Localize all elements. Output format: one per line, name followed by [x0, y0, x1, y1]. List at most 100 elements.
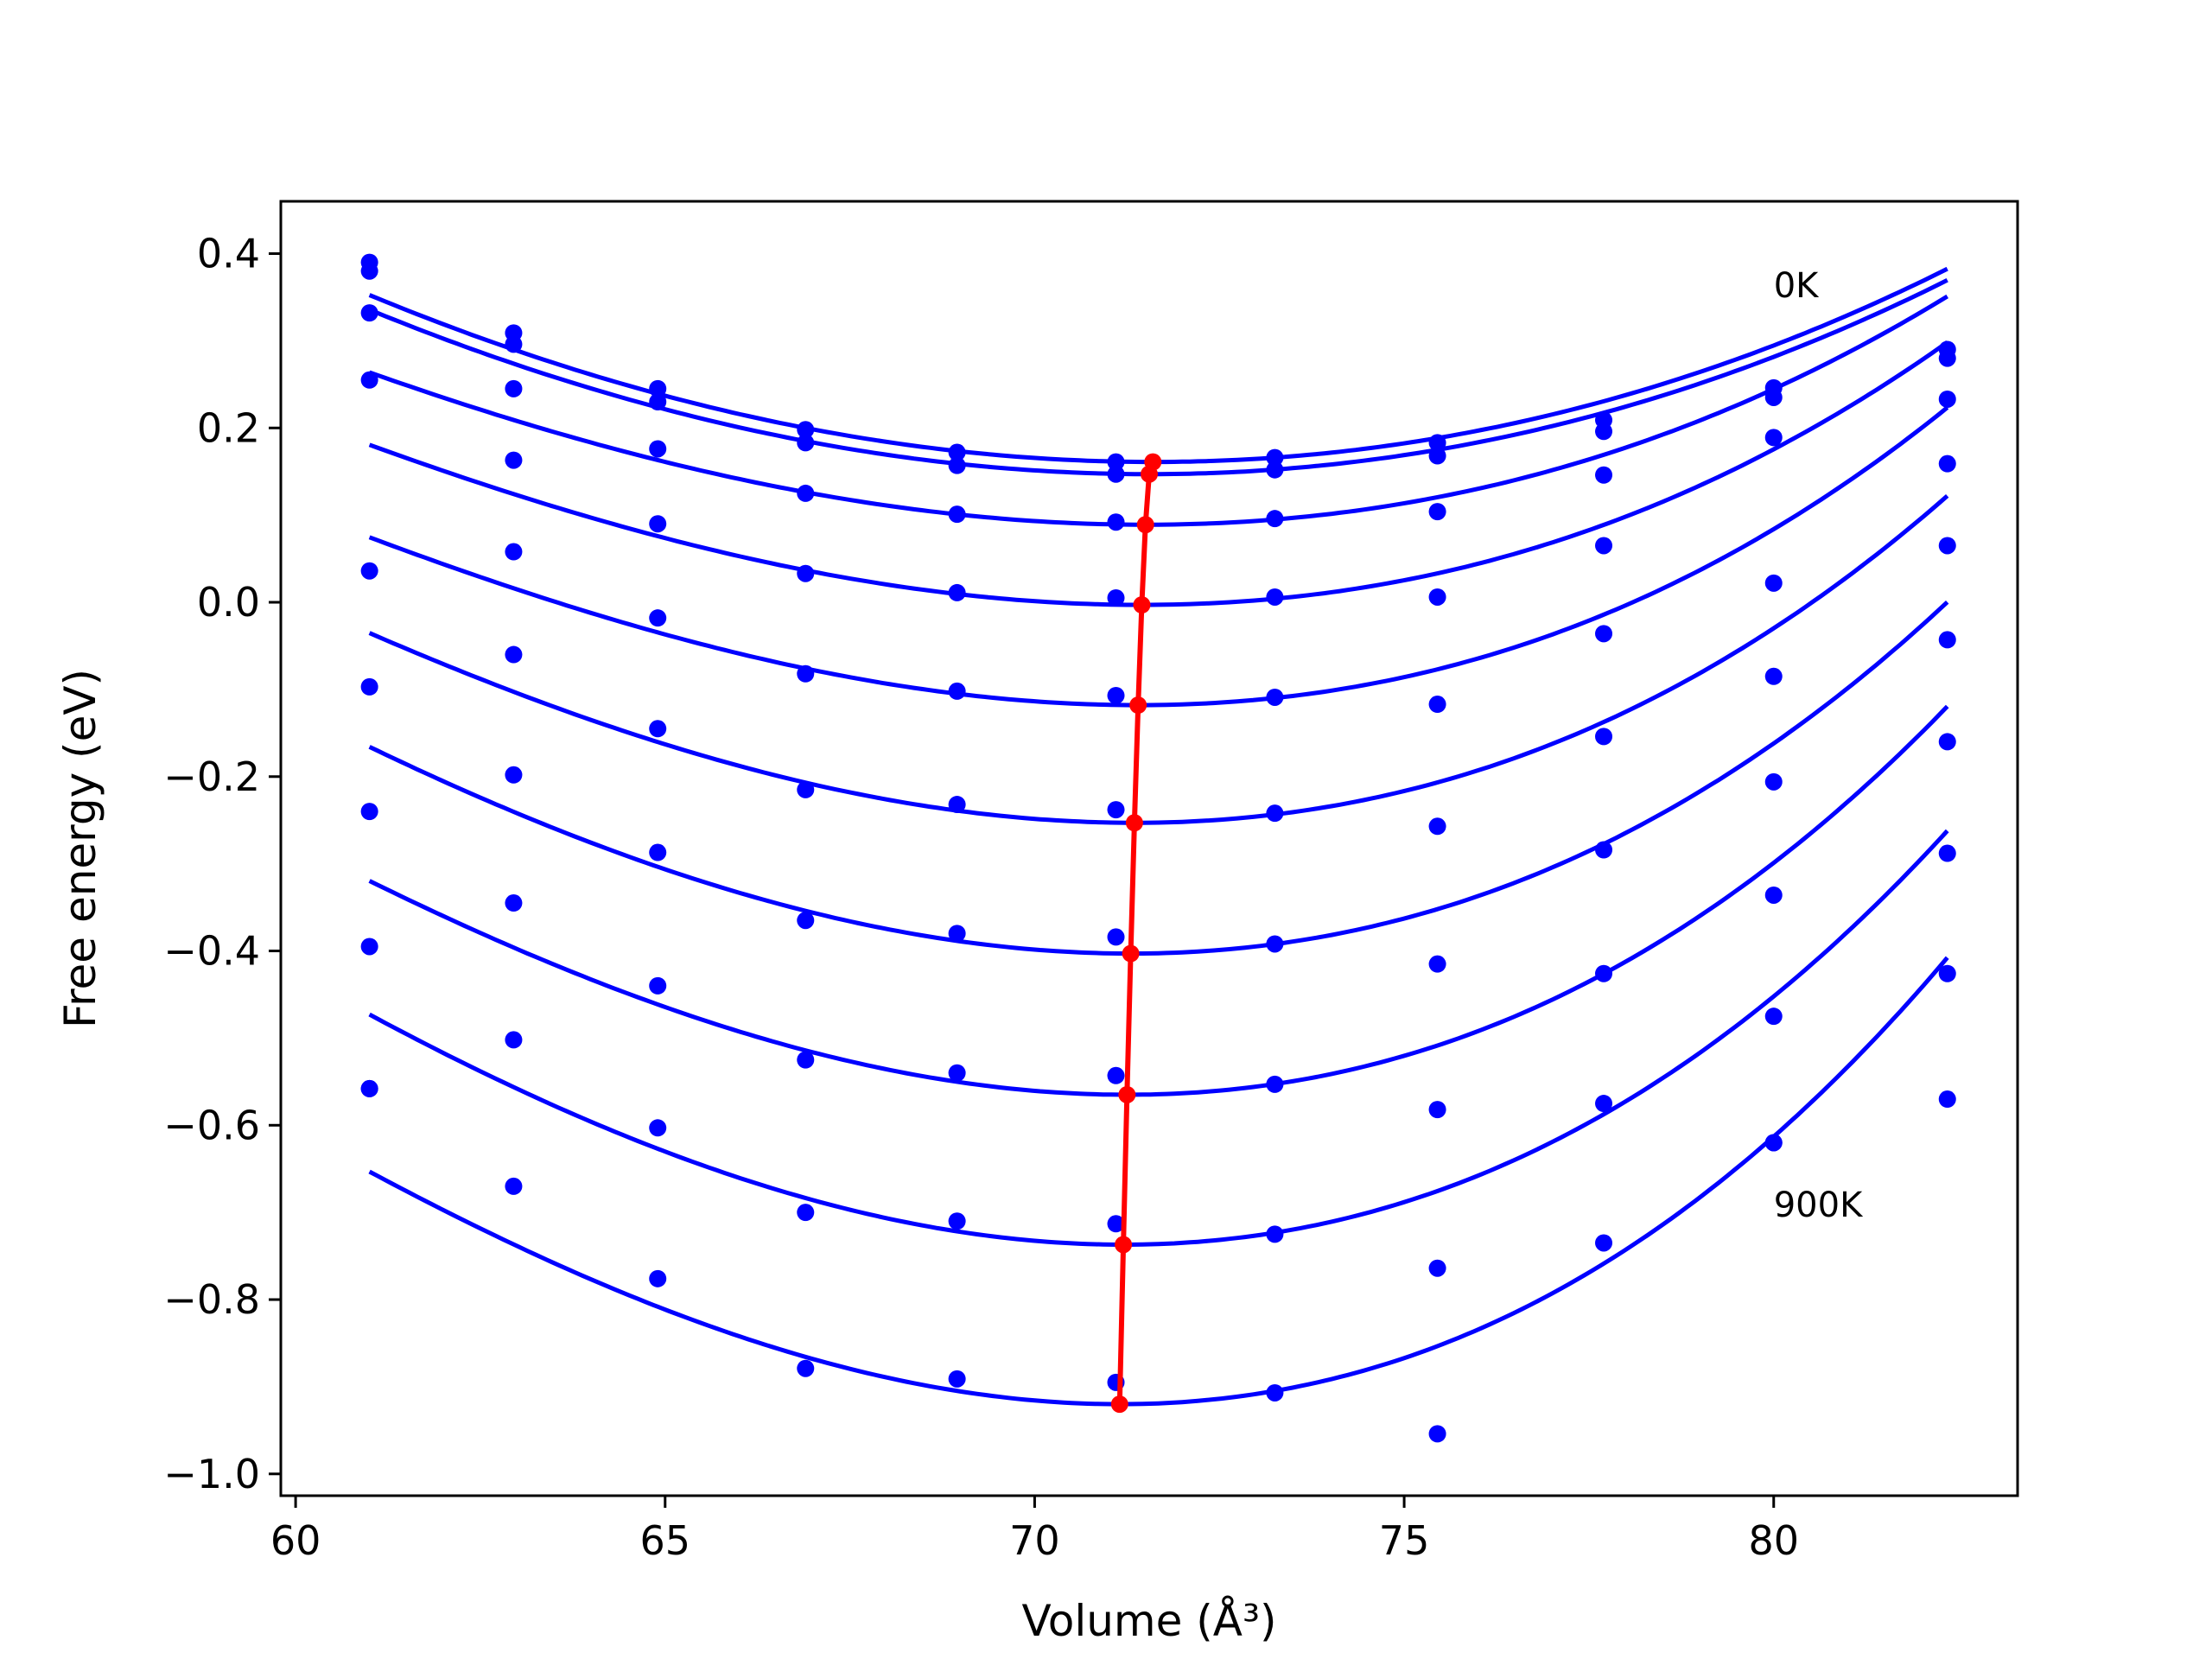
x-tick-label: 65: [639, 1517, 690, 1564]
plot-area: [360, 253, 1956, 1443]
data-point: [505, 1177, 523, 1195]
data-point: [649, 1269, 667, 1287]
data-point: [649, 1119, 667, 1137]
data-point: [1107, 1215, 1125, 1233]
data-point: [1938, 631, 1956, 649]
data-point: [1764, 1134, 1783, 1152]
data-point: [1595, 841, 1613, 859]
data-point: [1266, 804, 1284, 823]
data-point: [649, 440, 667, 458]
data-point: [797, 1051, 815, 1069]
y-axis-title: Free energy (eV): [55, 669, 105, 1028]
fit-curve-4: [368, 340, 1949, 607]
axes-frame: [279, 200, 2019, 1497]
data-point: [1428, 447, 1446, 465]
fit-curve-6: [368, 494, 1949, 825]
data-point: [1428, 588, 1446, 606]
y-tick-label: −0.6: [163, 1102, 260, 1148]
data-point: [1764, 772, 1783, 791]
data-point: [797, 912, 815, 930]
data-point: [505, 543, 523, 561]
data-point: [1595, 1095, 1613, 1113]
data-point: [1266, 461, 1284, 479]
data-point: [1595, 423, 1613, 441]
data-point: [649, 843, 667, 861]
minimum-point: [1110, 1395, 1128, 1414]
data-point: [649, 609, 667, 627]
data-point: [360, 304, 378, 322]
fit-curve-1: [368, 266, 1948, 465]
x-tick-label: 70: [1009, 1517, 1060, 1564]
minimum-point: [1136, 516, 1154, 534]
data-point: [948, 456, 966, 474]
data-point: [1107, 513, 1125, 531]
data-point: [797, 780, 815, 798]
data-point: [1266, 1225, 1284, 1243]
y-tick-label: −0.4: [163, 928, 260, 975]
data-point: [948, 925, 966, 943]
annotations: 0K 900K: [1774, 266, 1864, 1225]
data-point: [1107, 928, 1125, 946]
minimum-point: [1118, 1085, 1136, 1103]
x-tick-label: 75: [1379, 1517, 1430, 1564]
data-point: [797, 564, 815, 582]
data-point: [360, 938, 378, 956]
minimum-point: [1115, 1236, 1133, 1254]
data-point: [1428, 1259, 1446, 1277]
x-tick-label: 60: [270, 1517, 321, 1564]
data-point: [1938, 844, 1956, 862]
data-point: [1266, 935, 1284, 953]
data-point: [649, 976, 667, 995]
data-point: [1107, 453, 1125, 471]
data-point: [1428, 1425, 1446, 1443]
data-point: [1428, 503, 1446, 521]
data-point: [505, 645, 523, 664]
y-tick-label: 0.2: [197, 404, 260, 451]
data-point: [1938, 964, 1956, 982]
data-point: [1428, 817, 1446, 836]
annotation-label: 0K: [1774, 266, 1820, 306]
data-point: [948, 1370, 966, 1388]
data-point: [505, 894, 523, 912]
data-point: [360, 677, 378, 696]
data-point: [649, 379, 667, 397]
fit-curve-9: [368, 829, 1949, 1247]
data-point: [948, 1212, 966, 1230]
data-point: [1107, 465, 1125, 483]
y-tick-label: −1.0: [163, 1451, 260, 1497]
x-axis-title: Volume (Å³): [1021, 1596, 1276, 1646]
data-point: [948, 1064, 966, 1082]
y-tick-label: −0.2: [163, 753, 260, 800]
data-point: [797, 484, 815, 502]
fit-curve-5: [368, 405, 1949, 708]
data-point: [1938, 1090, 1956, 1109]
data-point: [1428, 434, 1446, 452]
fit-curve-3: [368, 294, 1948, 527]
fit-curve-8: [368, 704, 1949, 1097]
data-point: [948, 583, 966, 601]
fit-curve-2: [368, 277, 1948, 477]
data-point: [505, 335, 523, 353]
annotation-label: 900K: [1774, 1185, 1864, 1225]
data-point: [360, 262, 378, 280]
data-point: [1266, 588, 1284, 606]
data-point: [1595, 964, 1613, 982]
data-point: [505, 766, 523, 784]
data-point: [1595, 728, 1613, 746]
minimum-point: [1125, 814, 1143, 832]
data-point: [1107, 801, 1125, 819]
y-tick-label: 0.0: [197, 579, 260, 626]
data-point: [1764, 667, 1783, 685]
data-point: [1595, 466, 1613, 484]
data-point: [948, 505, 966, 524]
data-point: [1938, 733, 1956, 751]
data-point: [360, 1079, 378, 1097]
data-point: [360, 371, 378, 389]
data-point: [1107, 686, 1125, 704]
y-tick-label: 0.4: [197, 231, 260, 277]
data-point: [505, 379, 523, 397]
data-point: [948, 443, 966, 461]
data-point: [1764, 388, 1783, 406]
data-point: [1595, 537, 1613, 555]
